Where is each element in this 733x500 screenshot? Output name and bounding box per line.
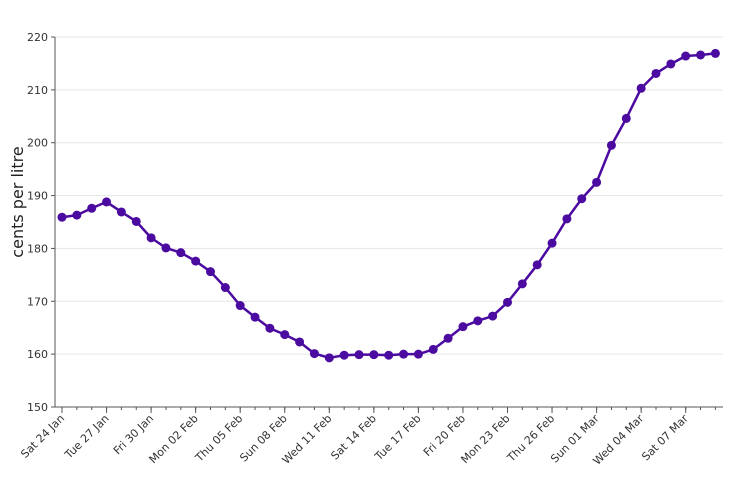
data-point — [384, 350, 394, 360]
data-point — [547, 238, 557, 248]
data-point — [532, 260, 542, 270]
data-point — [666, 59, 676, 69]
data-point — [324, 353, 334, 363]
data-point — [621, 113, 631, 123]
data-point — [131, 216, 141, 226]
data-point — [503, 297, 512, 307]
data-point — [428, 344, 438, 354]
y-tick-label: 170 — [27, 295, 48, 308]
data-point — [235, 301, 245, 311]
data-point — [309, 349, 319, 359]
y-tick-label: 220 — [27, 31, 48, 44]
data-point — [443, 333, 453, 343]
x-tick-label: Thu 05 Feb — [192, 412, 245, 465]
data-point — [458, 322, 468, 332]
data-point — [102, 197, 112, 207]
data-point — [116, 207, 126, 217]
data-point — [72, 210, 82, 220]
y-tick-label: 190 — [27, 190, 48, 203]
data-point — [295, 337, 305, 347]
data-point — [176, 248, 186, 258]
data-point — [473, 316, 483, 326]
data-point — [577, 194, 587, 204]
data-point — [651, 68, 661, 78]
data-point — [592, 177, 602, 187]
grid-layer — [55, 36, 723, 355]
series-line — [61, 52, 716, 360]
data-point — [399, 349, 409, 359]
x-tick-label: Tue 27 Jan — [62, 412, 112, 462]
x-tick-label: Sat 07 Mar — [639, 412, 691, 464]
data-point — [636, 83, 646, 93]
y-tick-label: 200 — [27, 137, 48, 150]
y-tick-label: 180 — [27, 242, 48, 255]
x-tick-label: Fri 20 Feb — [421, 412, 468, 459]
data-point — [220, 283, 230, 293]
data-point — [339, 350, 349, 360]
data-point — [710, 48, 720, 58]
data-point — [206, 267, 215, 277]
data-point — [250, 312, 260, 322]
data-point — [606, 140, 616, 150]
data-point — [413, 349, 423, 359]
y-tick-label: 150 — [27, 401, 48, 414]
data-point — [369, 350, 379, 360]
x-tick-label: Sat 24 Jan — [18, 412, 67, 461]
x-tick-label: Sat 14 Feb — [328, 412, 379, 463]
series-layer — [57, 48, 720, 363]
data-point — [87, 203, 97, 213]
y-tick-label: 210 — [27, 84, 48, 97]
x-tick-label: Fri 30 Jan — [111, 412, 156, 457]
data-point — [146, 233, 156, 243]
data-point — [265, 323, 275, 333]
data-point — [696, 50, 706, 60]
data-point — [681, 51, 691, 61]
data-point — [354, 350, 364, 360]
data-point — [488, 311, 498, 321]
y-tick-label: 160 — [27, 348, 48, 361]
y-axis-label: cents per litre — [8, 146, 27, 257]
data-point — [517, 279, 527, 289]
data-point — [57, 212, 67, 222]
data-point — [161, 243, 171, 253]
x-tick-label: Tue 17 Feb — [372, 412, 424, 464]
data-point — [191, 256, 201, 266]
data-point — [562, 214, 572, 224]
data-point — [280, 330, 290, 340]
